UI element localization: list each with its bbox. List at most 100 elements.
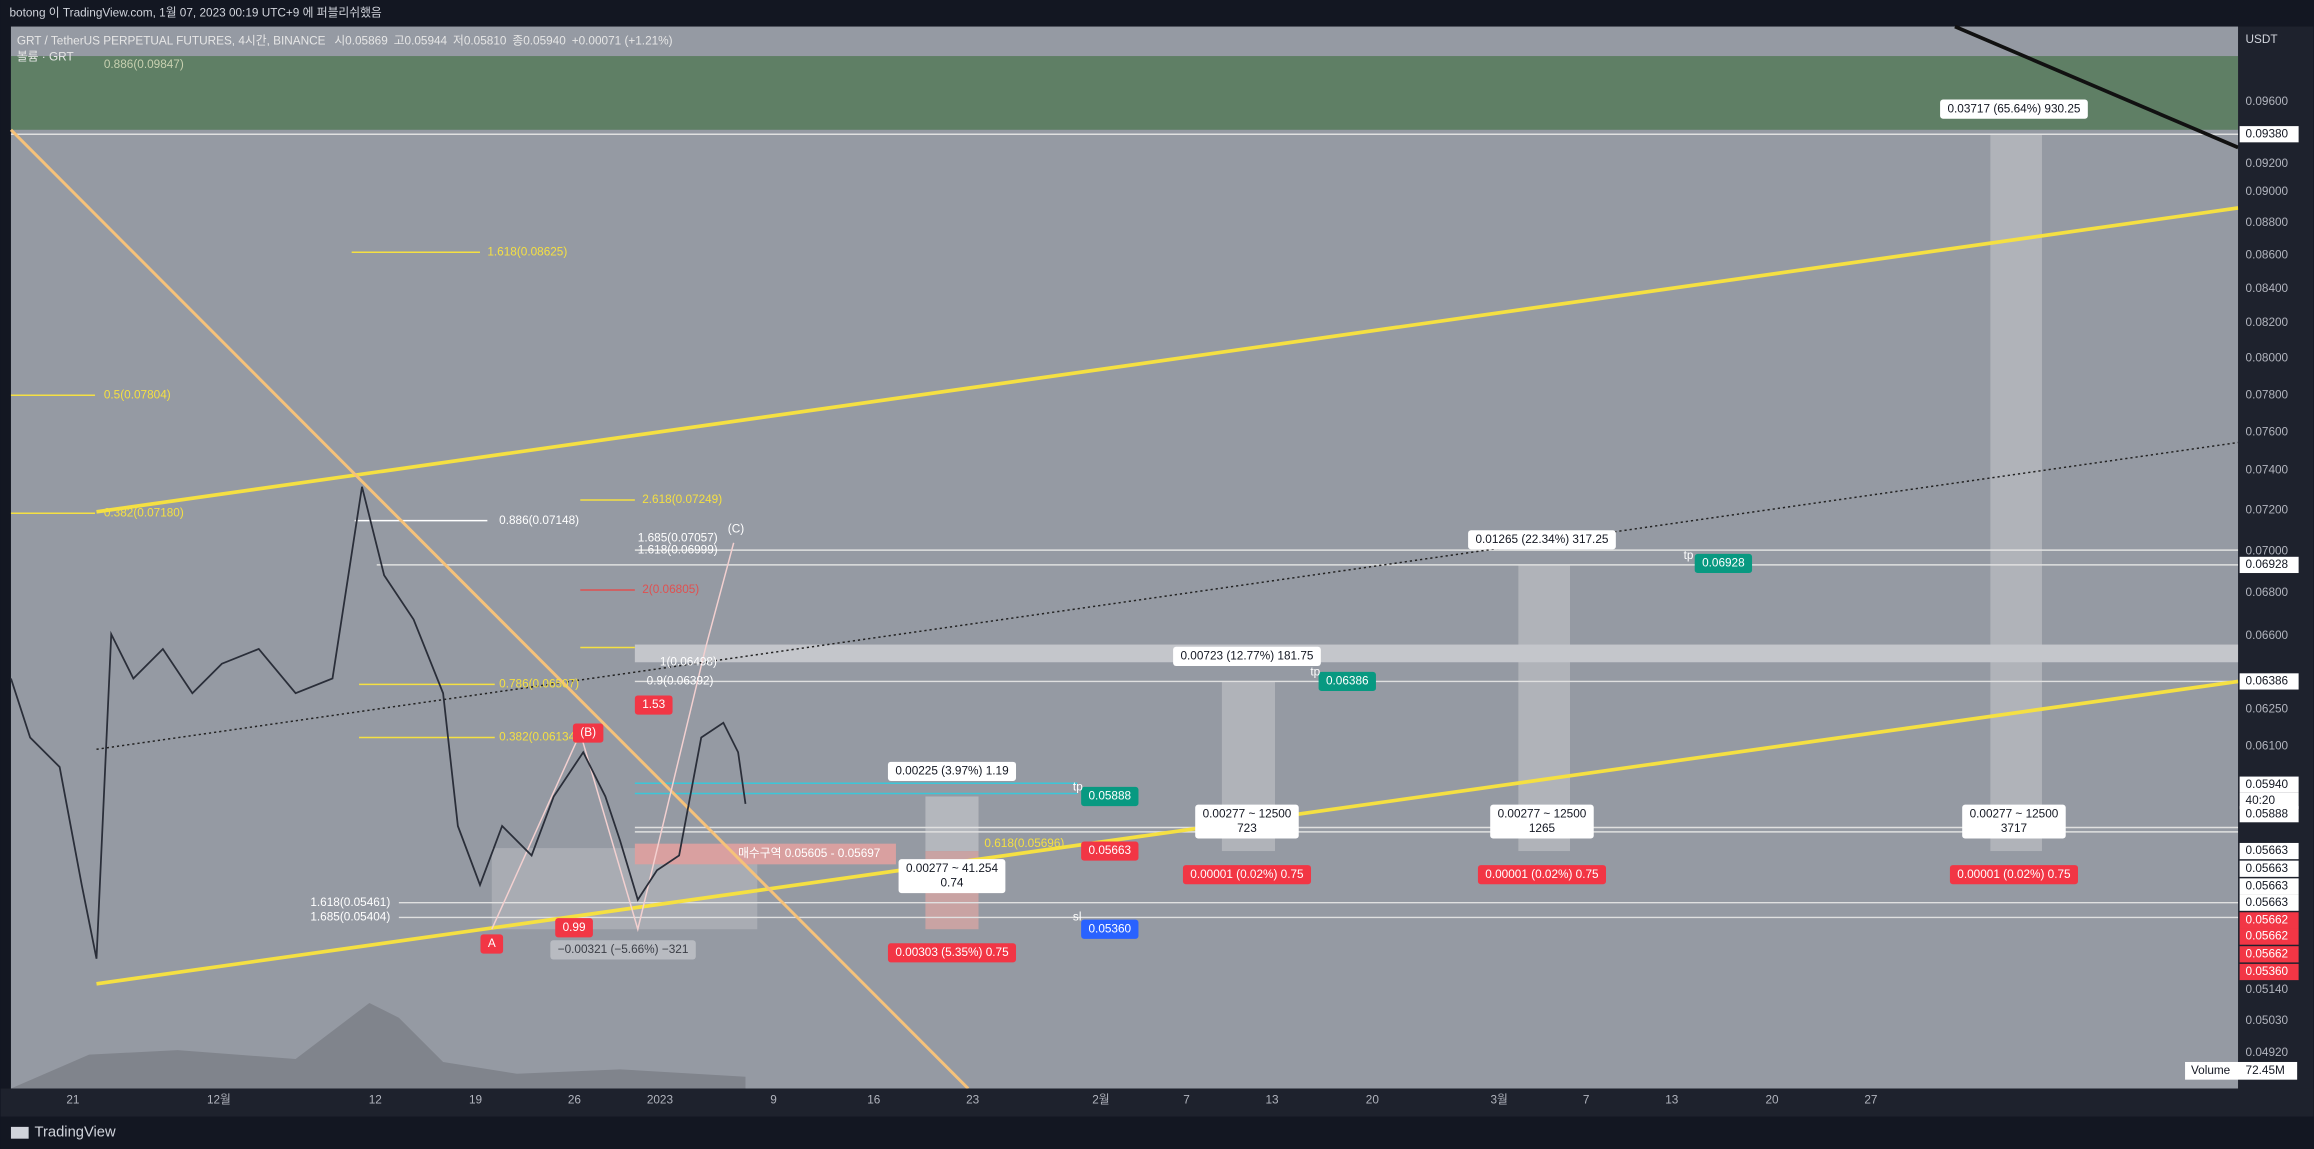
price-label: 0.08200 <box>2246 316 2289 329</box>
time-label: 21 <box>66 1093 79 1106</box>
price-label: 0.08400 <box>2246 282 2289 295</box>
annotation: 0.05663 <box>1089 844 1132 857</box>
price-tag <box>2239 776 2299 793</box>
ohlc: 고0.05944 <box>394 34 448 47</box>
annotation-box <box>887 761 1017 781</box>
time-label: 12월 <box>207 1093 231 1106</box>
price-label: 0.05030 <box>2246 1014 2289 1027</box>
time-label: 20 <box>1766 1093 1780 1106</box>
annotation: 1.618(0.08625) <box>487 245 567 258</box>
annotation: 2(0.06805) <box>642 583 699 596</box>
annotation: 0.00277 ~ 12500 <box>1498 807 1587 820</box>
annotation: 0.00001 (0.02%) 0.75 <box>1485 868 1599 881</box>
price-tag <box>2239 806 2299 823</box>
price-tag <box>2239 946 2299 963</box>
symbol: GRT / TetherUS PERPETUAL FUTURES, 4시간, B… <box>17 34 326 47</box>
price-label: 0.07600 <box>2246 425 2289 438</box>
price-tag <box>2239 556 2299 574</box>
annotation: 0.06928 <box>1702 557 1745 570</box>
time-label: 23 <box>966 1093 980 1106</box>
chart-area <box>10 26 2239 1089</box>
price-label: 0.08600 <box>2246 248 2289 261</box>
annotation: 0.00225 (3.97%) 1.19 <box>895 765 1008 778</box>
price-label: 0.06800 <box>2246 586 2289 599</box>
time-axis <box>0 1088 2314 1117</box>
annotation-box <box>1468 530 1616 550</box>
time-label: 2023 <box>647 1093 674 1106</box>
volume-box <box>2185 1061 2298 1080</box>
price-label: 0.04920 <box>2246 1046 2289 1059</box>
annotation-box <box>1195 804 1299 839</box>
ohlc: +0.00071 (+1.21%) <box>572 34 673 47</box>
annotation: 0.00001 (0.02%) 0.75 <box>1190 868 1304 881</box>
price-label: 0.07000 <box>2246 545 2289 558</box>
annotation-box <box>634 695 673 715</box>
price-tag <box>2239 673 2299 690</box>
annotation: 0.9(0.06392) <box>647 675 714 688</box>
price-label: 0.05940 <box>2246 778 2289 791</box>
price-label: 0.09380 <box>2246 127 2289 140</box>
annotation: 0.382(0.06134) <box>499 731 579 744</box>
annotation: 매수구역 0.05605 - 0.05697 <box>738 847 880 860</box>
annotation-box <box>1694 553 1753 574</box>
price-label: 0.07800 <box>2246 388 2289 401</box>
annotation-box <box>1940 99 2088 119</box>
annotation-box <box>555 918 593 938</box>
price-label: 0.06386 <box>2246 675 2289 688</box>
time-label: 9 <box>770 1093 777 1106</box>
price-label: 0.07200 <box>2246 503 2289 516</box>
annotation-box <box>572 723 604 743</box>
annotation-box <box>1318 671 1376 692</box>
brand: TradingView <box>35 1125 116 1141</box>
price-label: 0.05662 <box>2246 913 2289 926</box>
price-tag <box>2239 792 2299 810</box>
annotation: −0.00321 (−5.66%) −321 <box>558 943 689 956</box>
annotation: 723 <box>1237 822 1257 835</box>
price-label: 0.06250 <box>2246 703 2289 716</box>
price-label: 0.05662 <box>2246 947 2289 960</box>
annotation-box <box>1949 865 2078 885</box>
volume-label: Volume <box>2191 1064 2231 1077</box>
price-label: 0.09600 <box>2246 95 2289 108</box>
publish-title: botong 이 TradingView.com, 1월 07, 2023 00… <box>9 6 381 19</box>
price-label: 0.05140 <box>2246 983 2289 996</box>
price-label: 0.09000 <box>2246 185 2289 198</box>
time-label: 12 <box>369 1093 382 1106</box>
time-label: 7 <box>1183 1093 1190 1106</box>
annotation-box <box>1173 646 1321 666</box>
price-label: 0.06928 <box>2246 558 2289 571</box>
price-tag <box>2239 842 2299 860</box>
time-label: 2월 <box>1092 1093 1109 1106</box>
annotation-box <box>898 859 1006 894</box>
annotation: 0.05888 <box>1089 790 1132 803</box>
time-label: 19 <box>469 1093 482 1106</box>
annotation: 1.618(0.05461) <box>310 896 390 909</box>
annotation: 2.618(0.07249) <box>642 493 722 506</box>
price-label: 0.08800 <box>2246 216 2289 229</box>
annotation: 0.03717 (65.64%) 930.25 <box>1947 102 2080 115</box>
volume-value: 72.45M <box>2246 1064 2285 1077</box>
time-label: 7 <box>1583 1093 1590 1106</box>
annotation: sl <box>1073 911 1082 924</box>
price-label: 40:20 <box>2246 794 2276 807</box>
price-tag <box>2239 126 2299 143</box>
logo <box>10 1126 29 1139</box>
annotation: 1.685(0.07057) <box>638 531 718 544</box>
price-tag <box>2239 894 2299 911</box>
time-label: 20 <box>1366 1093 1380 1106</box>
annotation: tp <box>1310 666 1320 679</box>
annotation-box <box>1962 804 2066 839</box>
annotation: 0.886(0.07148) <box>499 514 579 527</box>
annotation: 0.00277 ~ 12500 <box>1203 807 1292 820</box>
annotation-box <box>550 940 696 960</box>
indicator: 볼륨 · GRT <box>17 51 74 64</box>
price-tag <box>2239 928 2299 945</box>
price-label: 0.05663 <box>2246 896 2289 909</box>
ohlc: 시0.05869 <box>334 34 387 47</box>
annotation: A <box>488 937 496 950</box>
price-tag <box>2239 878 2299 895</box>
time-label: 26 <box>568 1093 582 1106</box>
price-label: 0.05663 <box>2246 862 2289 875</box>
price-tag <box>2239 963 2299 981</box>
annotation: 0.382(0.07180) <box>104 506 184 519</box>
